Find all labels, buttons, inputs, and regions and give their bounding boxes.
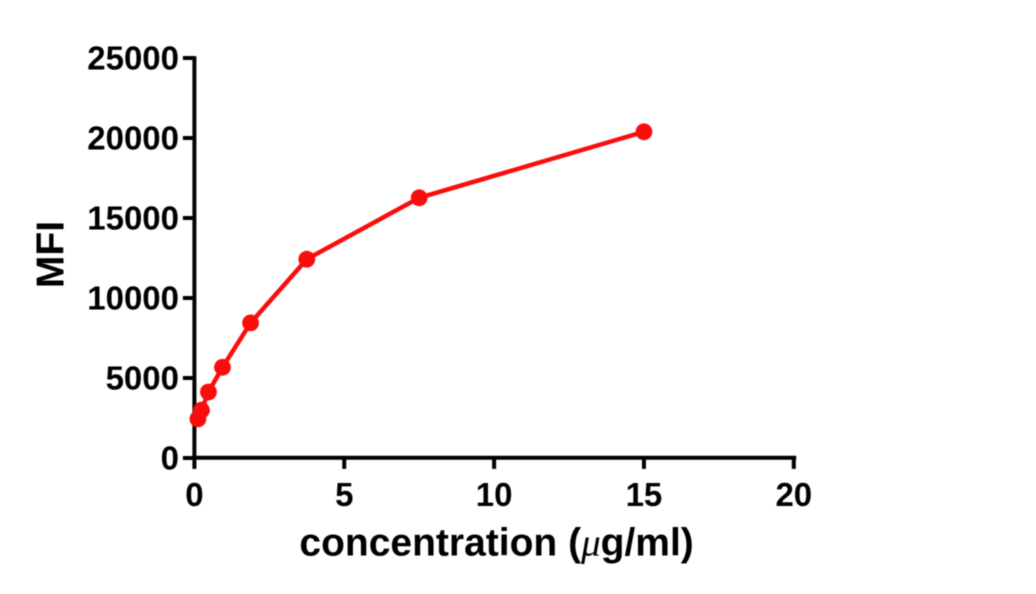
svg-text:0: 0 bbox=[185, 476, 203, 513]
svg-text:20000: 20000 bbox=[87, 120, 179, 157]
svg-text:0: 0 bbox=[161, 440, 179, 477]
svg-text:concentration (μg/ml): concentration (μg/ml) bbox=[299, 521, 693, 564]
svg-text:15: 15 bbox=[626, 476, 663, 513]
svg-text:10000: 10000 bbox=[87, 280, 179, 317]
svg-text:5000: 5000 bbox=[106, 360, 179, 397]
svg-text:20: 20 bbox=[775, 476, 812, 513]
svg-text:15000: 15000 bbox=[87, 200, 179, 237]
svg-text:10: 10 bbox=[476, 476, 513, 513]
svg-text:MFI: MFI bbox=[30, 221, 73, 288]
svg-text:25000: 25000 bbox=[87, 40, 179, 77]
svg-text:5: 5 bbox=[335, 476, 353, 513]
